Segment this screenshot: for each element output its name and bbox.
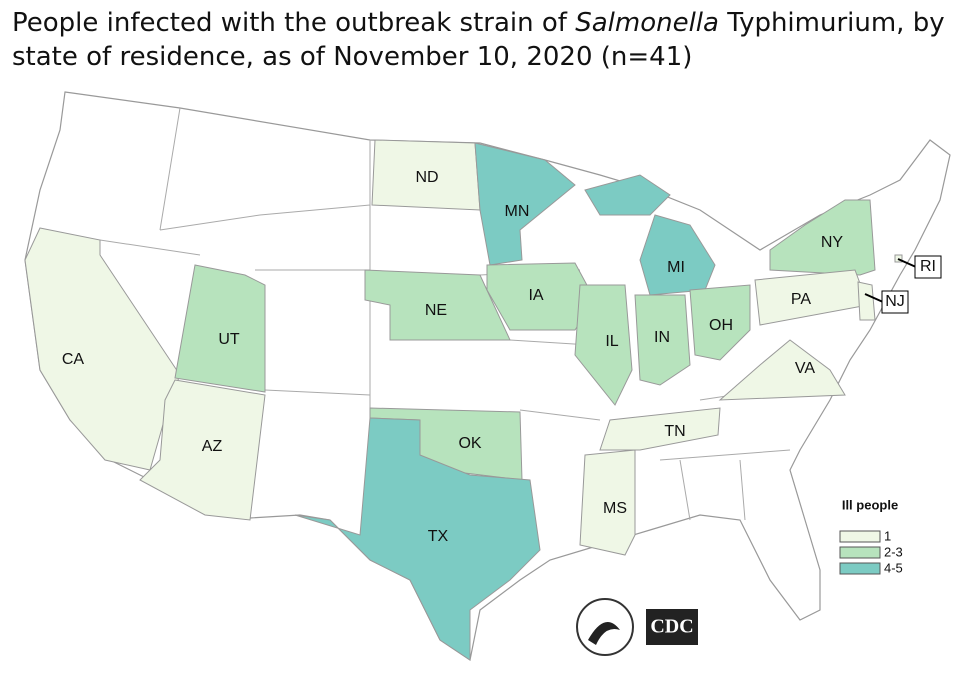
state	[857, 281, 876, 321]
logos: CDC	[576, 598, 698, 656]
state-label: AZ	[202, 438, 223, 455]
state-label: IN	[654, 329, 670, 346]
cdc-text: CDC	[650, 616, 693, 638]
state-label: ND	[415, 169, 438, 186]
state	[294, 417, 541, 661]
state-label: IL	[605, 333, 618, 350]
legend-title: Ill people	[842, 497, 898, 512]
state	[486, 262, 596, 331]
legend: Ill people 12-34-5	[839, 497, 903, 575]
legend-label: 2-3	[884, 544, 903, 559]
label-box	[881, 290, 909, 314]
title-part: Typhimurium, by state of residence, as o…	[12, 8, 945, 72]
state	[689, 284, 751, 361]
state-label: OH	[709, 317, 733, 334]
state	[139, 379, 266, 521]
state	[579, 449, 636, 556]
leader-line	[897, 258, 917, 268]
legend-swatch	[839, 530, 881, 543]
state-label: NY	[821, 234, 844, 251]
title: People infected with the outbreak strain…	[12, 6, 952, 74]
state-label: MN	[505, 203, 530, 220]
state-label: MI	[667, 259, 685, 276]
state	[474, 142, 576, 266]
state-label: NE	[425, 302, 447, 319]
state	[584, 174, 671, 216]
legend-swatch	[839, 562, 881, 575]
state-label: TX	[428, 528, 449, 545]
state-label: TN	[664, 423, 685, 440]
state	[634, 294, 691, 386]
state-label: OK	[458, 435, 481, 452]
legend-label: 1	[884, 528, 891, 543]
hhs-eagle	[588, 622, 620, 645]
state-label: CA	[62, 351, 85, 368]
state	[769, 199, 876, 276]
state	[364, 269, 511, 341]
state-label: VA	[795, 360, 815, 377]
state-label: NJ	[885, 293, 905, 310]
legend-swatch	[839, 546, 881, 559]
state-label: PA	[791, 291, 811, 308]
state-label: IA	[528, 287, 543, 304]
title-italic: Salmonella	[575, 8, 719, 38]
state	[574, 284, 633, 406]
label-box	[914, 255, 942, 279]
state-label: RI	[920, 258, 936, 275]
state	[174, 264, 266, 393]
state-label: UT	[218, 331, 240, 348]
hhs-logo	[576, 598, 634, 656]
state	[718, 339, 846, 401]
title-part: People infected with the outbreak strain…	[12, 8, 576, 38]
state-label: MS	[603, 500, 627, 517]
cdc-logo	[646, 609, 698, 645]
legend-label: 4-5	[884, 560, 903, 575]
leader-line	[864, 293, 884, 303]
